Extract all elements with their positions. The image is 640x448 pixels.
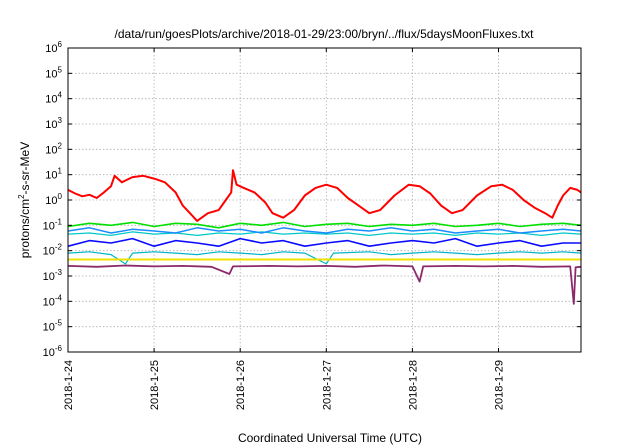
y-tick-base: 10	[45, 195, 57, 207]
y-tick-exponent: -1	[55, 217, 63, 226]
grid	[68, 48, 581, 352]
y-tick-base: 10	[45, 43, 57, 55]
x-axis-label: Coordinated Universal Time (UTC)	[238, 431, 422, 445]
y-tick-base: 10	[45, 94, 57, 106]
y-tick-exponent: -6	[55, 344, 63, 353]
y-tick-base: 10	[45, 68, 57, 80]
y-tick-label: 10-3	[43, 268, 63, 283]
x-tick-label: 2018-1-29	[493, 360, 505, 410]
y-tick-base: 10	[43, 347, 55, 359]
x-axis-ticks: 2018-1-24 2018-1-25 2018-1-26 2018-1-27 2018…	[63, 48, 505, 410]
y-tick-exponent: -2	[55, 243, 63, 252]
plot-area	[67, 169, 582, 305]
y-tick-label: 10-4	[43, 293, 63, 308]
x-tick-label: 2018-1-28	[407, 360, 419, 410]
y-tick-base: 10	[45, 170, 57, 182]
y-tick-exponent: -4	[55, 293, 63, 302]
series-line-1	[67, 169, 582, 222]
y-axis-label-part-2: -s-sr-MeV	[18, 142, 32, 195]
x-tick-label: 2018-1-25	[149, 360, 161, 410]
y-tick-label: 106	[45, 40, 62, 55]
y-tick-base: 10	[43, 246, 55, 258]
series-line-4	[67, 227, 582, 234]
y-axis-label: protons/cm2-s-sr-MeV	[17, 142, 32, 258]
y-tick-label: 105	[45, 65, 62, 80]
y-tick-base: 10	[43, 296, 55, 308]
y-tick-exponent: 2	[58, 141, 63, 150]
y-tick-base: 10	[45, 144, 57, 156]
y-tick-label: 104	[45, 91, 62, 106]
y-tick-label: 102	[45, 141, 62, 156]
x-tick-label: 2018-1-26	[235, 360, 247, 410]
y-tick-base: 10	[43, 322, 55, 334]
y-tick-exponent: -3	[55, 268, 63, 277]
series-line-6	[67, 251, 582, 265]
y-tick-label: 10-6	[43, 344, 63, 359]
series-line-5	[67, 237, 581, 247]
y-axis-label-part-1: protons/cm	[18, 199, 32, 258]
x-tick-label: 2018-1-24	[63, 360, 75, 410]
series-line-2	[67, 221, 582, 229]
y-tick-exponent: 5	[58, 65, 63, 74]
y-tick-exponent: 0	[58, 192, 63, 201]
x-tick-label: 2018-1-27	[321, 360, 333, 410]
y-tick-label: 100	[45, 192, 62, 207]
y-axis-label-superscript: 2	[17, 194, 26, 199]
y-tick-label: 10-2	[43, 243, 63, 258]
series-line-3	[67, 231, 582, 236]
y-tick-exponent: 4	[58, 91, 63, 100]
chart-title: /data/run/goesPlots/archive/2018-01-29/2…	[115, 27, 535, 41]
y-tick-exponent: 6	[58, 40, 63, 49]
y-tick-label: 103	[45, 116, 62, 131]
y-tick-exponent: 3	[58, 116, 63, 125]
series-line-8	[67, 264, 582, 305]
y-tick-label: 10-5	[43, 319, 63, 334]
y-tick-base: 10	[45, 119, 57, 131]
y-axis-ticks: 10-610-510-410-310-210-11001011021031041…	[43, 40, 581, 359]
y-tick-label: 10-1	[43, 217, 63, 232]
y-tick-exponent: -5	[55, 319, 63, 328]
y-tick-base: 10	[43, 271, 55, 283]
y-tick-label: 101	[45, 167, 62, 182]
y-tick-exponent: 1	[58, 167, 63, 176]
y-tick-base: 10	[43, 220, 55, 232]
